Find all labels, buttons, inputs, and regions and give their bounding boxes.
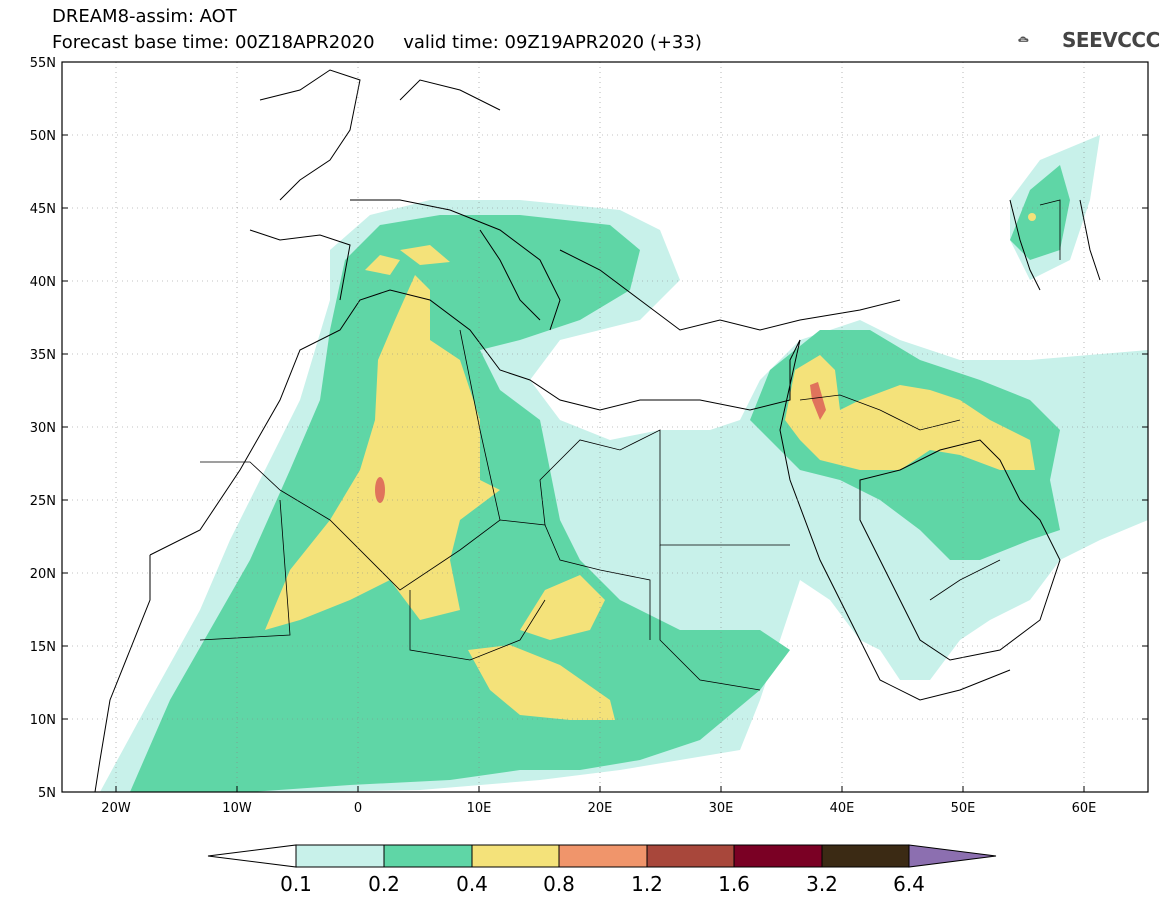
colorbar-label: 1.6 <box>718 872 750 896</box>
y-tick-label: 50N <box>30 129 56 144</box>
x-tick-label: 10E <box>467 801 492 816</box>
y-tick-label: 55N <box>30 56 56 71</box>
country-borders <box>199 199 1061 691</box>
colorbar-swatch <box>471 844 560 868</box>
x-tick-label: 20W <box>101 801 131 816</box>
y-tick-label: 25N <box>30 494 56 509</box>
colorbar <box>207 844 997 868</box>
y-tick-label: 30N <box>30 421 56 436</box>
colorbar-swatch <box>646 844 735 868</box>
x-tick-labels: 20W 10W 0 10E 20E 30E 40E 50E 60E <box>101 801 1096 816</box>
colorbar-label: 0.8 <box>543 872 575 896</box>
aot-level-0.8 <box>375 382 826 503</box>
colorbar-label: 6.4 <box>893 872 925 896</box>
colorbar-swatch <box>558 844 648 868</box>
map-title: DREAM8-assim: AOT <box>52 6 237 27</box>
colorbar-swatch <box>733 844 823 868</box>
y-tick-label: 15N <box>30 640 56 655</box>
colorbar-high-arrow <box>908 844 997 868</box>
x-tick-label: 40E <box>830 801 855 816</box>
x-tick-label: 10W <box>222 801 252 816</box>
y-tick-label: 45N <box>30 202 56 217</box>
y-tick-label: 10N <box>30 713 56 728</box>
y-tick-label: 35N <box>30 348 56 363</box>
colorbar-label: 0.1 <box>280 872 312 896</box>
aot-shading <box>100 135 1148 792</box>
y-tick-label: 5N <box>38 786 56 801</box>
coastlines <box>94 69 1101 792</box>
colorbar-swatch <box>295 844 385 868</box>
x-tick-label: 0 <box>354 801 362 816</box>
cloud-icon <box>1018 36 1029 42</box>
tick-marks <box>62 134 1148 792</box>
aot-level-0.4 <box>265 213 1036 720</box>
y-tick-labels: 55N 50N 45N 40N 35N 30N 25N 20N 15N 10N … <box>30 56 56 801</box>
colorbar-label: 1.2 <box>631 872 663 896</box>
colorbar-swatch <box>383 844 473 868</box>
logo-text: SEEVCCC <box>1062 28 1160 52</box>
x-tick-label: 30E <box>709 801 734 816</box>
colorbar-label: 0.2 <box>368 872 400 896</box>
x-tick-label: 50E <box>951 801 976 816</box>
y-tick-label: 40N <box>30 275 56 290</box>
colorbar-swatch <box>821 844 910 868</box>
colorbar-label: 0.4 <box>456 872 488 896</box>
forecast-times: Forecast base time: 00Z18APR2020 valid t… <box>52 32 702 53</box>
colorbar-label: 3.2 <box>806 872 838 896</box>
y-tick-label: 20N <box>30 567 56 582</box>
x-tick-label: 20E <box>588 801 613 816</box>
colorbar-labels: 0.1 0.2 0.4 0.8 1.2 1.6 3.2 6.4 <box>280 872 925 896</box>
x-tick-label: 60E <box>1072 801 1097 816</box>
grid-lines <box>62 62 1148 792</box>
colorbar-low-arrow <box>207 844 297 868</box>
